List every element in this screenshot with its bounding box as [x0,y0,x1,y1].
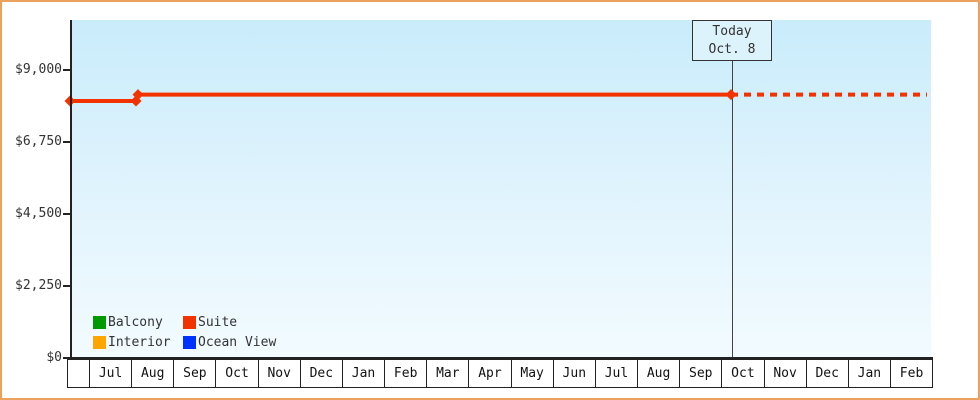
month-cell: Oct [216,360,259,387]
month-cell: Aug [132,360,175,387]
y-axis-tick [63,357,72,359]
month-label: Oct [731,366,755,381]
x-axis-line [66,357,933,359]
month-cell: Jan [849,360,891,387]
y-axis-tick [63,69,72,71]
month-label: Feb [899,366,924,381]
month-cell: Oct [722,360,765,387]
today-annotation-line2: Oct. 8 [708,42,756,57]
legend-label: Suite [198,314,238,330]
month-label: Jul [98,366,123,381]
month-label: Sep [689,366,713,381]
month-label: Jan [351,366,376,381]
month-label: Oct [225,366,249,381]
month-cell: Jul [90,360,133,387]
month-cell: Jan [343,360,386,387]
y-axis-tick-label: $2,250 [15,278,62,293]
month-cell: Feb [385,360,428,387]
legend-item-suite[interactable]: Suite [183,312,276,332]
month-cell: Sep [680,360,723,387]
month-cell: Feb [891,360,932,387]
chart-legend: Balcony Suite Interior Ocean View [93,312,276,352]
y-axis-tick [63,141,72,143]
month-label: Jan [857,366,882,381]
month-label: Aug [140,366,165,381]
price-point-marker [725,89,737,101]
month-label: Apr [478,366,502,381]
month-label: May [520,366,544,381]
legend-label: Balcony [108,314,163,330]
month-cell: Sep [174,360,217,387]
month-cell: Dec [807,360,849,387]
suite-price-line [70,92,731,104]
legend-label: Ocean View [198,334,277,350]
y-axis-tick [63,285,72,287]
legend-item-ocean-view[interactable]: Ocean View [183,332,276,352]
month-cell: Mar [427,360,470,387]
legend-swatch-interior [93,335,106,349]
month-cell: Nov [259,360,301,387]
y-axis-line [70,20,72,358]
month-cell: Jul [596,360,639,387]
legend-item-interior[interactable]: Interior [93,332,183,352]
month-cell: Jun [554,360,596,387]
month-label: Jun [562,366,587,381]
price-line-layer [64,89,927,107]
legend-swatch-suite [183,315,196,329]
legend-label: Interior [108,334,171,350]
today-annotation-line1: Today [712,24,752,39]
month-label: Nov [267,366,291,381]
plot-area [64,20,931,358]
y-axis-tick-label: $0 [46,350,62,365]
month-label: Aug [646,366,671,381]
legend-swatch-ocean-view [183,335,196,349]
month-cell: Aug [638,360,681,387]
y-axis-tick-label: $9,000 [15,62,62,77]
month-label: Mar [436,366,460,381]
month-cell: Dec [301,360,343,387]
price-point-marker [132,89,144,101]
month-label: Jul [604,366,629,381]
month-label: Nov [773,366,797,381]
today-vertical-line [732,61,733,358]
month-label: Feb [393,366,418,381]
month-label: Dec [309,366,334,381]
y-axis-tick [63,213,72,215]
legend-swatch-balcony [93,315,106,329]
y-axis-tick-label: $6,750 [15,134,62,149]
month-axis: Jul Aug Sep Oct Nov Dec Jan Feb Mar Apr May Jun Jul A… [67,359,933,388]
today-annotation-box: Today Oct. 8 [692,20,772,61]
y-axis-tick-label: $4,500 [15,206,62,221]
month-cell: May [512,360,554,387]
month-cell: Apr [469,360,512,387]
month-cell: Nov [765,360,807,387]
legend-item-balcony[interactable]: Balcony [93,312,183,332]
month-axis-spacer-cell [68,360,90,387]
month-label: Dec [815,366,839,381]
month-label: Sep [183,366,207,381]
